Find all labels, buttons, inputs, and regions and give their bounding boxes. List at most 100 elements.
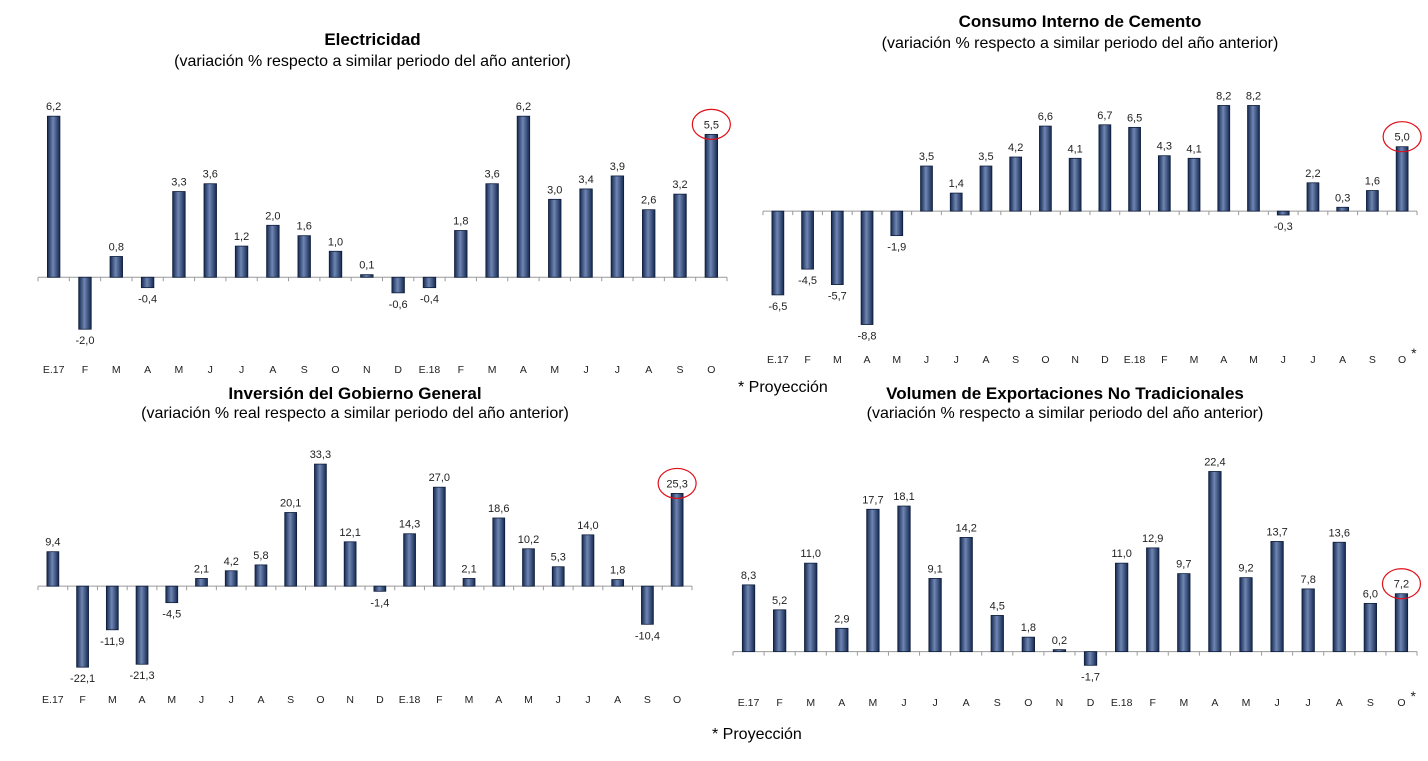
category-label: M	[465, 694, 474, 706]
data-label: 14,2	[955, 522, 976, 534]
category-label: S	[1369, 354, 1376, 366]
data-label: 4,3	[1157, 141, 1172, 153]
category-label: F	[1161, 354, 1167, 366]
data-label: 9,1	[927, 563, 942, 575]
data-label: 3,5	[919, 151, 934, 163]
data-label: 6,2	[516, 101, 531, 113]
data-label: 33,3	[310, 449, 331, 461]
data-label: 0,2	[1052, 635, 1067, 647]
bar	[1270, 541, 1284, 653]
data-label: 13,7	[1266, 526, 1287, 538]
bar	[422, 276, 437, 289]
data-label: -8,8	[858, 331, 877, 343]
category-label: E.17	[43, 364, 65, 376]
category-label: J	[1281, 354, 1286, 366]
category-label: S	[994, 697, 1001, 709]
data-label: 2,0	[265, 210, 280, 222]
category-label: O	[316, 694, 324, 706]
bar	[1306, 182, 1320, 212]
data-label: 3,9	[610, 161, 625, 173]
data-label: 0,8	[109, 241, 124, 253]
electricity-panel: Electricidad (variación % respecto a sim…	[10, 28, 735, 378]
data-label: 12,1	[339, 527, 360, 539]
data-label: -0,4	[138, 294, 157, 306]
data-label: 3,6	[484, 169, 499, 181]
category-label: M	[1179, 697, 1188, 709]
data-label: 8,3	[741, 570, 756, 582]
category-label: J	[585, 694, 590, 706]
bar	[642, 209, 656, 278]
data-label: 4,2	[1008, 142, 1023, 154]
category-label: O	[1024, 697, 1032, 709]
category-label: M	[524, 694, 533, 706]
bar	[830, 210, 844, 285]
category-label: O	[1398, 354, 1406, 366]
bar	[46, 551, 60, 587]
category-label: E.17	[767, 354, 789, 366]
data-label: 1,8	[610, 565, 625, 577]
data-label: 13,6	[1329, 527, 1350, 539]
data-label: -1,4	[370, 597, 389, 609]
category-label: A	[495, 694, 502, 706]
category-label: A	[1220, 354, 1227, 366]
category-label: A	[144, 364, 151, 376]
bar	[1336, 206, 1350, 212]
bar	[462, 578, 476, 587]
electricity-chart: 6,2 E.17 -2,0 F 0,8 M -0,4 A 3,3 M 3,6 J 1,2 J 2,0 A 1,6…	[37, 101, 731, 376]
category-label: D	[1101, 354, 1109, 366]
exports-footnote: * Proyección	[712, 726, 802, 743]
data-label: 9,2	[1238, 563, 1253, 575]
data-label: 1,4	[949, 178, 964, 190]
data-label: 0,3	[1335, 192, 1350, 204]
bar	[516, 115, 531, 278]
data-label: -22,1	[70, 673, 95, 685]
category-label: J	[924, 354, 929, 366]
category-label: J	[901, 697, 906, 709]
bar	[741, 584, 756, 653]
data-label: 7,8	[1301, 574, 1316, 586]
bar	[284, 512, 298, 587]
bar	[1187, 157, 1201, 212]
data-label: 2,1	[461, 563, 476, 575]
data-label: 5,3	[551, 552, 566, 564]
bar	[1146, 547, 1160, 653]
category-label: A	[139, 694, 146, 706]
category-label: D	[376, 694, 384, 706]
data-label: 8,2	[1246, 90, 1261, 102]
category-label: J	[615, 364, 620, 376]
bar	[1157, 155, 1171, 212]
bar	[641, 585, 654, 625]
category-label: F	[804, 354, 810, 366]
bar	[673, 193, 687, 278]
data-label: 1,6	[297, 221, 312, 233]
bar	[195, 578, 208, 587]
category-label: S	[1012, 354, 1019, 366]
data-label: 1,8	[453, 215, 468, 227]
category-label: F	[1150, 697, 1156, 709]
bar	[522, 548, 535, 587]
bar	[391, 276, 405, 294]
bar	[804, 562, 818, 653]
highlight-circle	[1381, 568, 1422, 600]
category-label: J	[932, 697, 937, 709]
category-label: J	[1310, 354, 1315, 366]
electricity-subtitle: (variación % respecto a similar periodo …	[174, 53, 571, 70]
category-label: M	[175, 364, 184, 376]
cement-title: Consumo Interno de Cemento	[958, 12, 1202, 31]
category-label: F	[436, 694, 442, 706]
bar	[1332, 541, 1346, 653]
bar	[1394, 593, 1409, 653]
bar	[897, 505, 911, 653]
bar	[1366, 190, 1379, 212]
data-label: 4,2	[224, 556, 239, 568]
data-label: 11,0	[800, 548, 821, 560]
bar	[165, 585, 179, 604]
bar	[343, 541, 357, 587]
category-label: M	[892, 354, 901, 366]
category-label: M	[167, 694, 176, 706]
data-label: -10,4	[635, 630, 660, 642]
category-label: M	[550, 364, 559, 376]
bar	[297, 235, 311, 278]
data-label: 6,6	[1038, 111, 1053, 123]
data-label: 3,2	[672, 179, 687, 191]
